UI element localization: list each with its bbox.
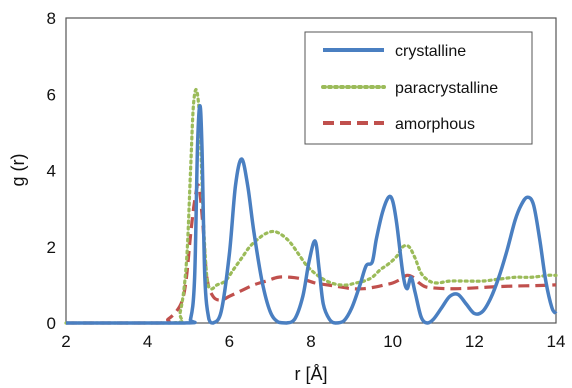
y-tick-label: 4 <box>47 162 56 181</box>
x-tick-label: 8 <box>306 332 315 351</box>
legend-label-paracrystalline: paracrystalline <box>395 80 498 97</box>
y-axis-title: g (r) <box>8 154 28 187</box>
x-tick-label: 10 <box>383 332 402 351</box>
y-tick-label: 8 <box>47 9 56 28</box>
legend-label-amorphous: amorphous <box>395 116 475 133</box>
x-axis-title: r [Å] <box>294 364 327 384</box>
x-tick-label: 4 <box>143 332 152 351</box>
series-line-amorphous <box>66 183 557 325</box>
y-tick-label: 0 <box>47 314 56 333</box>
x-tick-label: 6 <box>225 332 234 351</box>
y-tick-label: 2 <box>47 238 56 257</box>
series-line-crystalline <box>66 103 558 325</box>
series-layer <box>64 88 558 325</box>
x-tick-label: 12 <box>465 332 484 351</box>
legend-label-crystalline: crystalline <box>395 43 466 60</box>
y-tick-label: 6 <box>47 85 56 104</box>
x-tick-label: 2 <box>61 332 70 351</box>
legend: crystalline paracrystalline amorphous <box>304 31 533 145</box>
x-tick-label: 14 <box>547 332 566 351</box>
